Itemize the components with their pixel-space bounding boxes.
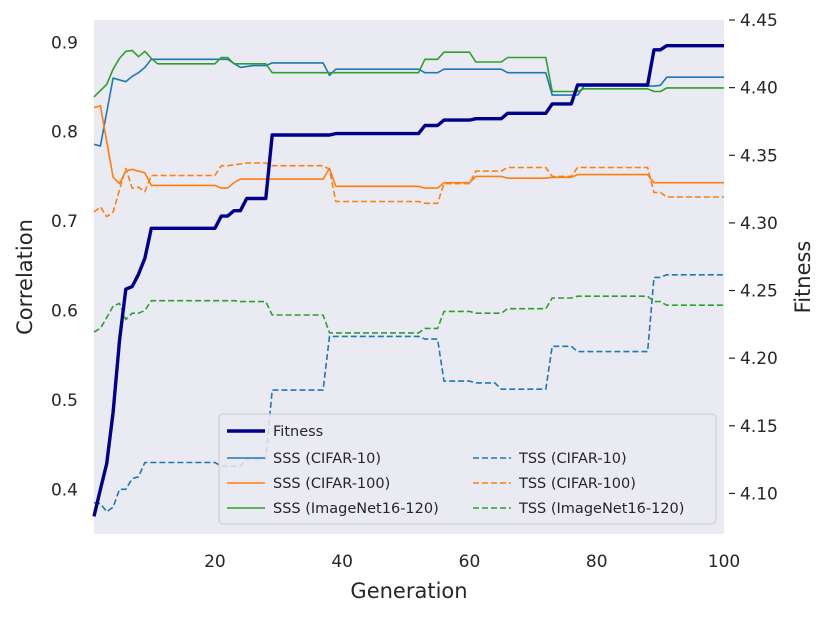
legend: Fitness SSS (CIFAR-10) TSS (CIFAR-10) SSS (… xyxy=(218,413,717,525)
series-line-tss-cifar-100 xyxy=(93,162,724,218)
series-line-fitness xyxy=(92,44,724,517)
x-tick-label: 60 xyxy=(459,552,481,572)
series-line-sss-cifar-100 xyxy=(93,105,724,189)
series-line-tss-cifar-10 xyxy=(93,273,724,513)
series-line-tss-imagenet16-120 xyxy=(93,295,724,334)
x-axis-title: Generation xyxy=(350,579,467,603)
right-y-tick-label: 4.45 xyxy=(740,11,778,31)
series-layer xyxy=(92,44,724,517)
left-y-tick-label: 0.7 xyxy=(51,212,78,232)
legend-label-tss-imagenet16-120: TSS (ImageNet16-120) xyxy=(518,501,684,517)
right-y-tick-label: 4.30 xyxy=(740,214,778,234)
right-y-tick-label: 4.10 xyxy=(740,484,778,504)
right-y-tick-label: 4.25 xyxy=(740,282,778,302)
right-axis-title: Fitness xyxy=(791,241,815,314)
right-y-tick-label: 4.15 xyxy=(740,417,778,437)
x-axis-ticks: 20 40 60 80 100 xyxy=(204,552,740,572)
legend-label-tss-cifar-100: TSS (CIFAR-100) xyxy=(518,476,636,492)
left-y-tick-label: 0.4 xyxy=(51,480,78,500)
legend-label-fitness: Fitness xyxy=(273,424,323,440)
left-axis-ticks: 0.4 0.5 0.6 0.7 0.8 0.9 xyxy=(51,33,78,500)
legend-label-sss-cifar-100: SSS (CIFAR-100) xyxy=(273,476,390,492)
legend-label-sss-imagenet16-120: SSS (ImageNet16-120) xyxy=(273,501,439,517)
right-y-tick-label: 4.20 xyxy=(740,349,778,369)
left-y-tick-label: 0.9 xyxy=(51,33,78,53)
left-y-tick-label: 0.8 xyxy=(51,123,78,143)
x-tick-label: 20 xyxy=(204,552,226,572)
legend-label-sss-cifar-10: SSS (CIFAR-10) xyxy=(273,451,381,467)
x-tick-label: 40 xyxy=(331,552,353,572)
x-tick-label: 80 xyxy=(586,552,608,572)
series-line-sss-imagenet16-120 xyxy=(93,49,724,98)
x-tick-label: 100 xyxy=(708,552,740,572)
left-y-tick-label: 0.6 xyxy=(51,302,78,322)
left-axis-title: Correlation xyxy=(13,219,37,335)
legend-box xyxy=(218,413,717,525)
left-y-tick-label: 0.5 xyxy=(51,391,78,411)
right-y-tick-label: 4.40 xyxy=(740,79,778,99)
right-y-tick-label: 4.35 xyxy=(740,146,778,166)
series-line-sss-cifar-10 xyxy=(93,58,724,147)
right-axis-ticks: 4.10 4.15 4.20 4.25 4.30 4.35 4.40 4.45 xyxy=(729,11,778,504)
legend-label-tss-cifar-10: TSS (CIFAR-10) xyxy=(518,451,627,467)
